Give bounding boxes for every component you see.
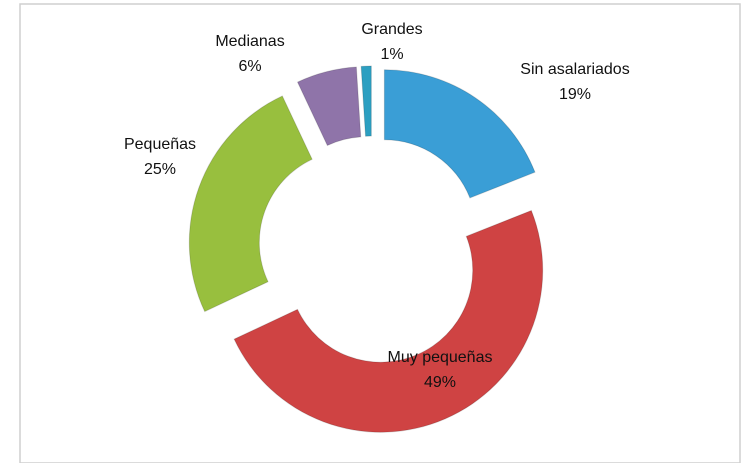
value-label: 49%	[424, 374, 456, 391]
value-label: 25%	[144, 161, 176, 178]
donut-segment	[233, 209, 544, 433]
value-label: 1%	[380, 46, 403, 63]
value-label: 19%	[559, 86, 591, 103]
donut-segment	[383, 69, 536, 199]
category-label: Sin asalariados	[520, 61, 629, 78]
donut-segment	[296, 66, 362, 147]
category-label: Grandes	[361, 21, 422, 38]
donut-segment	[360, 65, 372, 137]
category-label: Medianas	[215, 33, 284, 50]
category-label: Pequeñas	[124, 136, 196, 153]
donut-segment	[188, 95, 313, 313]
category-label: Muy pequeñas	[388, 349, 493, 366]
value-label: 6%	[238, 58, 261, 75]
